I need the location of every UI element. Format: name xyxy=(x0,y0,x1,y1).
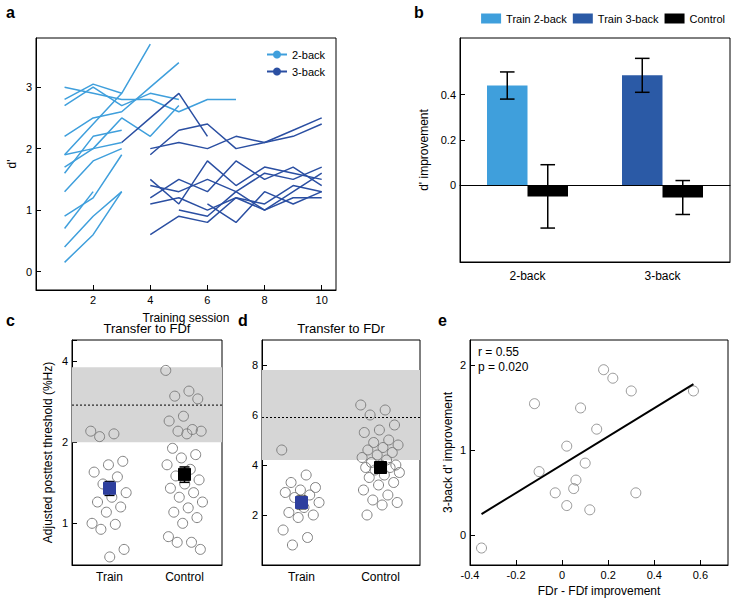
svg-text:10: 10 xyxy=(316,294,328,306)
svg-text:0.2: 0.2 xyxy=(601,569,616,581)
svg-text:c: c xyxy=(6,312,15,329)
svg-text:2: 2 xyxy=(26,143,32,155)
svg-text:6: 6 xyxy=(252,409,258,421)
svg-text:1: 1 xyxy=(62,517,68,529)
svg-text:Control: Control xyxy=(690,13,725,25)
svg-text:4: 4 xyxy=(147,294,153,306)
svg-text:4: 4 xyxy=(252,459,258,471)
svg-text:2: 2 xyxy=(460,359,466,371)
svg-text:3-back: 3-back xyxy=(292,66,326,78)
svg-text:Control: Control xyxy=(165,570,204,584)
svg-text:-0.4: -0.4 xyxy=(461,569,480,581)
svg-text:0.2: 0.2 xyxy=(441,134,456,146)
svg-text:4: 4 xyxy=(62,355,68,367)
svg-text:8: 8 xyxy=(252,359,258,371)
svg-text:Train: Train xyxy=(96,570,123,584)
svg-text:Control: Control xyxy=(361,570,400,584)
svg-text:-0.2: -0.2 xyxy=(507,569,526,581)
svg-text:3-back: 3-back xyxy=(644,269,681,283)
svg-text:r = 0.55: r = 0.55 xyxy=(478,345,519,359)
svg-text:Transfer to FDr: Transfer to FDr xyxy=(297,321,385,336)
svg-text:Transfer to FDf: Transfer to FDf xyxy=(103,321,191,336)
svg-text:Training session: Training session xyxy=(143,311,230,325)
svg-text:0: 0 xyxy=(559,569,565,581)
svg-text:0: 0 xyxy=(26,266,32,278)
svg-text:3-back d' improvement: 3-back d' improvement xyxy=(441,391,455,513)
svg-text:0: 0 xyxy=(450,179,456,191)
svg-text:d: d xyxy=(238,312,248,329)
svg-text:2-back: 2-back xyxy=(292,49,326,61)
svg-text:2: 2 xyxy=(62,436,68,448)
svg-text:1: 1 xyxy=(460,444,466,456)
svg-text:b: b xyxy=(414,4,424,21)
svg-text:0.4: 0.4 xyxy=(441,89,456,101)
svg-text:FDr - FDf improvement: FDr - FDf improvement xyxy=(538,584,661,598)
svg-text:a: a xyxy=(6,4,15,21)
svg-text:0.4: 0.4 xyxy=(647,569,662,581)
svg-text:2: 2 xyxy=(90,294,96,306)
svg-text:1: 1 xyxy=(26,204,32,216)
svg-text:Train: Train xyxy=(288,570,315,584)
svg-text:0.6: 0.6 xyxy=(693,569,708,581)
svg-text:d' improvement: d' improvement xyxy=(417,109,431,191)
svg-text:e: e xyxy=(438,312,447,329)
svg-text:2: 2 xyxy=(252,509,258,521)
svg-text:p = 0.020: p = 0.020 xyxy=(478,360,529,374)
svg-text:3: 3 xyxy=(26,81,32,93)
svg-text:Adjusted posttest threshold (%: Adjusted posttest threshold (%Hz) xyxy=(41,362,55,543)
svg-text:Train 3-back: Train 3-back xyxy=(598,13,659,25)
svg-text:2-back: 2-back xyxy=(509,269,546,283)
svg-text:6: 6 xyxy=(204,294,210,306)
svg-text:Train 2-back: Train 2-back xyxy=(506,13,567,25)
svg-text:d': d' xyxy=(5,160,19,169)
svg-text:0: 0 xyxy=(460,529,466,541)
svg-text:8: 8 xyxy=(262,294,268,306)
